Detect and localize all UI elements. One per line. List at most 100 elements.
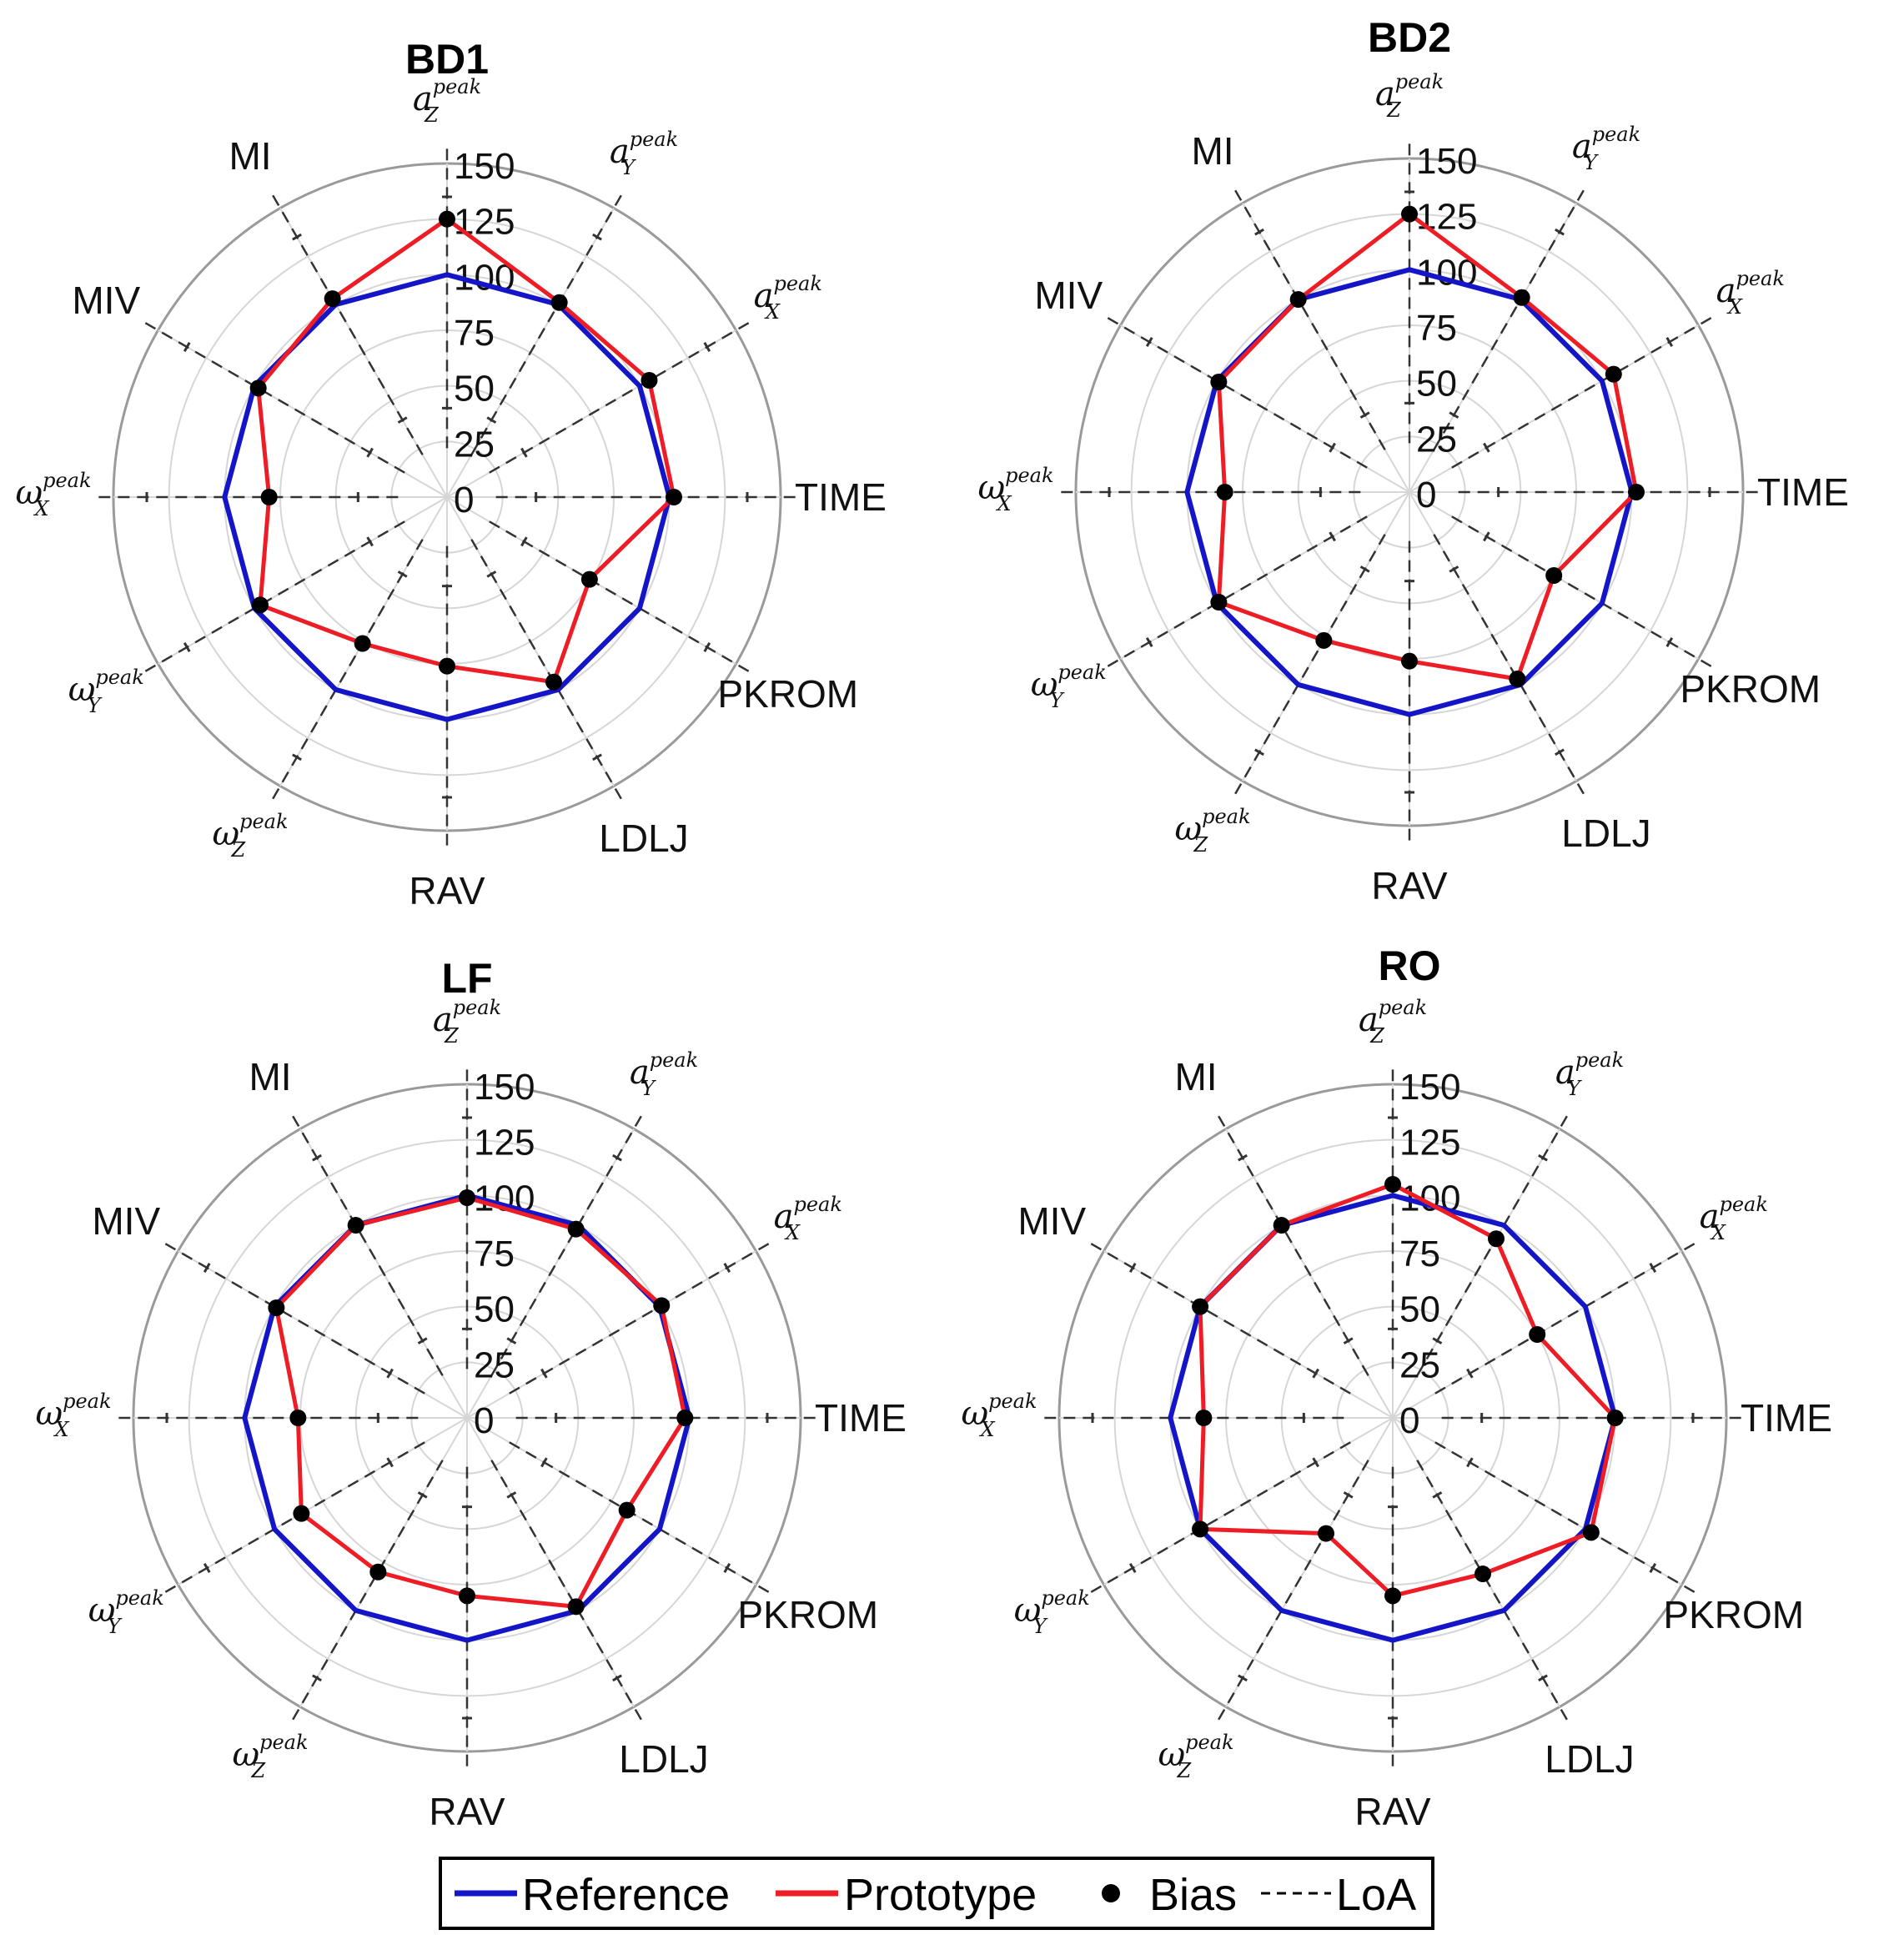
- axis-label: TIME: [815, 1396, 907, 1440]
- panel-title: BD1: [405, 36, 489, 83]
- loa-line: [1083, 1239, 1351, 1395]
- loa-line: [1433, 183, 1589, 450]
- axis-label: MIV: [92, 1199, 160, 1243]
- bias-point: [1210, 594, 1228, 611]
- bias-point: [545, 673, 562, 691]
- axis-label: MI: [1174, 1055, 1217, 1098]
- loa-tick: [1555, 228, 1565, 236]
- loa-tick: [1343, 1337, 1354, 1344]
- loa-line: [1100, 313, 1368, 469]
- loa-tick: [723, 1563, 731, 1573]
- loa-tick: [397, 570, 408, 578]
- loa-line: [158, 1239, 425, 1395]
- loa-line: [470, 188, 626, 455]
- bias-point: [439, 210, 455, 228]
- loa-line: [1434, 1239, 1702, 1395]
- loa-tick: [1254, 748, 1264, 756]
- loa-line: [288, 1460, 444, 1727]
- loa-line: [1451, 313, 1719, 469]
- radial-tick-label: 0: [474, 1400, 494, 1441]
- bias-point: [1529, 1326, 1546, 1343]
- bias-point: [1474, 1566, 1491, 1583]
- bias-point: [1401, 652, 1418, 670]
- bias-point: [618, 1501, 636, 1519]
- axis-label: ωpeak Z: [1174, 805, 1250, 857]
- loa-tick: [386, 1457, 394, 1468]
- loa-tick: [1238, 1674, 1248, 1682]
- axis-label: ωpeak Y: [88, 1586, 164, 1638]
- bias-point: [1582, 1524, 1600, 1541]
- bias-point: [1210, 374, 1228, 390]
- bias-point: [439, 657, 455, 675]
- bias-point: [567, 1220, 585, 1238]
- bias-point: [1513, 289, 1530, 306]
- loa-tick: [1538, 1674, 1548, 1682]
- loa-tick: [1649, 1263, 1657, 1273]
- radial-tick-label: 50: [454, 369, 495, 410]
- axis-label: apeak Z: [1359, 996, 1427, 1048]
- loa-line: [268, 188, 424, 455]
- loa-tick: [1359, 565, 1370, 573]
- bias-point: [1273, 1217, 1290, 1234]
- loa-tick: [1329, 531, 1336, 542]
- axis-label: MIV: [72, 279, 140, 322]
- loa-tick: [1432, 1337, 1443, 1344]
- radial-tick-label: 150: [454, 146, 515, 187]
- axis-label: LDLJ: [1561, 812, 1650, 855]
- loa-tick: [1538, 1153, 1548, 1162]
- bias-point: [369, 1563, 387, 1581]
- bias-point: [550, 294, 568, 311]
- radial-tick-label: 150: [1399, 1067, 1460, 1108]
- radial-tick-label: 25: [474, 1344, 515, 1385]
- radial-tick-label: 75: [1399, 1234, 1440, 1274]
- loa-line: [1433, 534, 1589, 802]
- loa-line: [288, 1108, 444, 1376]
- loa-tick: [1483, 531, 1490, 542]
- radial-tick-label: 125: [1416, 197, 1477, 238]
- axis-label: TIME: [1741, 1396, 1832, 1440]
- bias-point: [1384, 1176, 1401, 1193]
- axis-label: LDLJ: [1545, 1737, 1634, 1781]
- loa-tick: [1466, 1368, 1474, 1379]
- loa-tick: [183, 342, 191, 352]
- radial-tick-label: 25: [1416, 419, 1457, 460]
- bias-point: [251, 596, 269, 614]
- axis-label: MIV: [1034, 274, 1103, 317]
- axis-label: LDLJ: [619, 1737, 708, 1781]
- radial-tick-label: 25: [454, 424, 495, 465]
- radial-tick-label: 125: [1399, 1123, 1460, 1163]
- bias-point: [1318, 1525, 1334, 1542]
- bias-point: [1192, 1298, 1209, 1315]
- loa-tick: [1128, 1563, 1137, 1573]
- axis-label: ωpeak Z: [232, 1731, 308, 1782]
- axis-label: apeak Y: [1572, 123, 1640, 174]
- axis-label: MI: [229, 134, 271, 178]
- bias-point: [249, 379, 267, 397]
- axis-label: ωpeak Z: [1158, 1731, 1233, 1782]
- axis-label: apeak X: [754, 272, 822, 324]
- bias-point: [293, 1505, 310, 1522]
- loa-line: [489, 520, 756, 676]
- axis-label: apeak Z: [413, 75, 481, 127]
- panel-title: LF: [441, 955, 492, 1002]
- legend-label-reference: Reference: [522, 1870, 730, 1920]
- bias-point: [1509, 671, 1526, 688]
- loa-tick: [520, 447, 528, 458]
- axis-label: apeak X: [1716, 267, 1785, 319]
- axis-label: PKROM: [737, 1593, 878, 1636]
- loa-tick: [1145, 337, 1153, 347]
- loa-tick: [312, 1153, 322, 1162]
- loa-tick: [366, 447, 374, 458]
- loa-line: [1451, 515, 1719, 671]
- axis-label: ωpeak X: [961, 1390, 1037, 1441]
- loa-tick: [1254, 228, 1264, 236]
- loa-tick: [540, 1368, 548, 1379]
- axis-label: PKROM: [1663, 1593, 1804, 1636]
- legend: Reference Prototype Bias LoA: [439, 1857, 1434, 1930]
- axis-label: ωpeak Y: [1014, 1586, 1090, 1638]
- axis-label: ωpeak Y: [1031, 661, 1107, 712]
